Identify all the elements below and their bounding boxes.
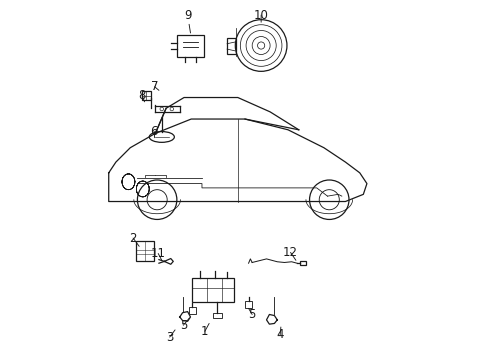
Text: 8: 8 [138, 89, 146, 102]
Text: 6: 6 [150, 125, 158, 138]
Text: 2: 2 [129, 231, 139, 246]
Text: 5: 5 [248, 308, 256, 321]
Text: 3: 3 [166, 330, 175, 343]
Text: 12: 12 [283, 246, 298, 260]
Text: 7: 7 [151, 80, 159, 93]
Text: 1: 1 [201, 323, 209, 338]
Text: 5: 5 [180, 318, 190, 332]
Text: 9: 9 [184, 9, 192, 33]
Text: 11: 11 [151, 247, 166, 260]
Text: 10: 10 [254, 9, 269, 22]
Text: 4: 4 [276, 327, 284, 341]
